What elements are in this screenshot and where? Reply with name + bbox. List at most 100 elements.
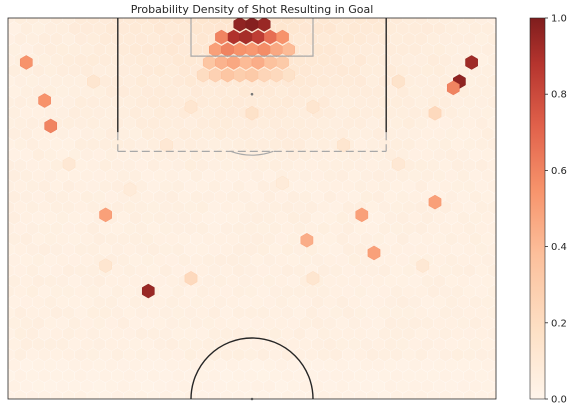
background-hex [123, 242, 136, 257]
background-hex [488, 158, 496, 173]
background-hex [457, 232, 470, 246]
background-hex [147, 74, 160, 89]
background-hex [415, 18, 428, 25]
background-hex [378, 116, 391, 131]
background-hex [214, 295, 227, 309]
background-hex [475, 284, 488, 299]
background-hex [245, 137, 257, 152]
background-hex [451, 179, 464, 194]
background-hex [38, 53, 51, 67]
background-hex [396, 253, 409, 267]
background-hex [403, 116, 415, 131]
background-hex [147, 158, 160, 173]
background-hex [81, 316, 93, 331]
background-hex [123, 53, 136, 67]
background-hex [494, 24, 496, 34]
background-hex [14, 116, 27, 131]
background-hex [360, 232, 373, 246]
background-hex [178, 84, 191, 99]
background-hex [111, 326, 124, 341]
background-hex [427, 179, 440, 194]
background-hex [141, 379, 154, 394]
background-hex [123, 284, 136, 299]
background-hex [184, 18, 197, 25]
background-hex [251, 168, 264, 183]
background-hex [305, 179, 318, 194]
background-hex [342, 326, 355, 341]
background-hex [293, 326, 306, 341]
background-hex [457, 190, 470, 204]
background-hex [135, 305, 148, 320]
background-hex [8, 42, 21, 57]
background-hex [451, 284, 464, 299]
background-hex [153, 126, 166, 141]
background-hex [281, 368, 294, 383]
background-hex [494, 234, 496, 244]
background-hex [421, 63, 434, 78]
background-hex [232, 158, 245, 173]
colorbar-tick-label: 0.2 [551, 318, 567, 329]
background-hex [445, 21, 458, 36]
background-hex [299, 211, 312, 225]
background-hex [281, 389, 294, 399]
background-hex [38, 389, 51, 399]
background-hex [172, 158, 185, 173]
background-hex [50, 221, 63, 236]
background-hex [378, 158, 391, 173]
background-hex [251, 295, 264, 309]
background-hex [488, 221, 496, 236]
background-hex [481, 379, 494, 394]
hexbin-cell [282, 42, 295, 58]
background-hex [184, 368, 197, 383]
background-hex [342, 74, 355, 89]
background-hex [445, 168, 458, 183]
background-hex [74, 179, 87, 194]
background-hex [354, 368, 367, 383]
background-hex [293, 116, 306, 131]
background-hex [50, 95, 63, 110]
background-hex [463, 32, 476, 46]
background-hex [160, 263, 172, 278]
background-hex [74, 18, 87, 25]
background-hex [8, 316, 21, 331]
background-hex [439, 116, 452, 131]
background-hex [269, 368, 282, 383]
background-hex [481, 211, 494, 225]
centre-circle-arc [190, 337, 314, 400]
background-hex [257, 158, 270, 173]
background-hex [184, 242, 197, 257]
background-hex [20, 211, 33, 225]
background-hex [196, 116, 209, 131]
background-hex [317, 200, 330, 215]
background-hex [390, 242, 403, 257]
background-hex [330, 242, 343, 257]
background-hex [117, 84, 130, 99]
background-hex [439, 18, 452, 25]
background-hex [190, 316, 203, 331]
background-hex [44, 274, 57, 288]
background-hex [439, 158, 452, 173]
background-hex [172, 95, 185, 110]
background-hex [220, 137, 233, 152]
background-hex [141, 232, 154, 246]
background-hex [62, 221, 75, 236]
background-hex [433, 147, 446, 162]
background-hex [8, 358, 21, 373]
background-hex [184, 326, 197, 341]
background-hex [396, 379, 409, 394]
background-hex [20, 21, 33, 36]
background-hex [396, 295, 409, 309]
background-hex [403, 95, 415, 110]
background-hex [354, 53, 367, 67]
background-hex [317, 284, 330, 299]
background-hex [439, 221, 452, 236]
background-hex [439, 95, 452, 110]
background-hex [50, 242, 63, 257]
hexbin-cell [392, 74, 405, 89]
background-hex [190, 42, 203, 57]
background-hex [354, 18, 367, 25]
background-hex [56, 21, 69, 36]
background-hex [305, 284, 318, 299]
background-hex [196, 158, 209, 173]
background-hex [74, 158, 87, 173]
